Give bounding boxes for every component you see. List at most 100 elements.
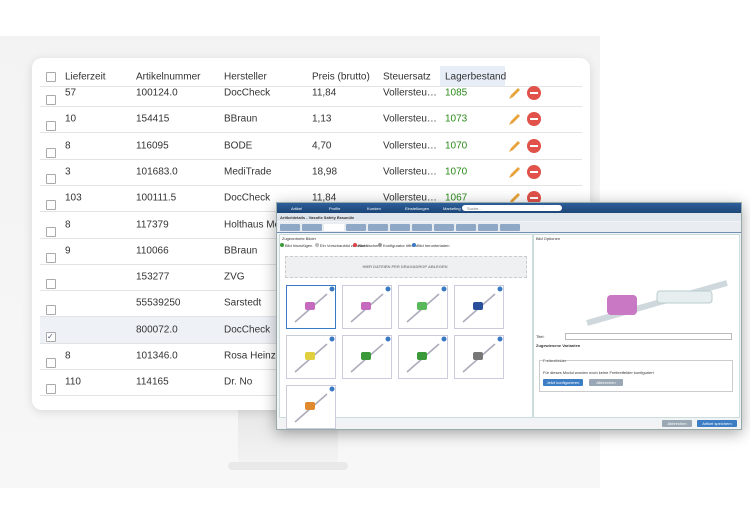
product-image (462, 336, 503, 373)
table-cell: 4,70 (312, 140, 332, 152)
table-cell: 117379 (136, 219, 169, 230)
table-cell: 3 (65, 166, 71, 178)
edit-icon[interactable] (509, 140, 520, 152)
thumbnail[interactable] (342, 335, 392, 379)
edit-icon[interactable] (509, 166, 520, 178)
checkbox[interactable] (46, 95, 56, 105)
edit-icon[interactable] (509, 114, 520, 126)
thumbnail[interactable] (454, 285, 504, 329)
tab[interactable] (302, 224, 322, 231)
table-cell: DocCheck (224, 192, 271, 204)
column-header[interactable]: Steuersatz (383, 71, 431, 83)
row-actions[interactable] (506, 85, 546, 101)
thumbnail[interactable] (342, 285, 392, 329)
column-header[interactable]: Artikelnummer (136, 71, 201, 83)
column-header[interactable]: Preis (brutto) (312, 71, 370, 83)
badge (441, 336, 447, 342)
tab[interactable] (390, 224, 410, 231)
table-cell: 11,84 (312, 192, 337, 204)
note: Für dieses Modul wurden noch keine Freit… (543, 370, 654, 375)
cancel-button[interactable]: Abbrechen (662, 420, 692, 427)
search-field[interactable] (462, 205, 562, 211)
configure-button[interactable]: Jetzt konfigurieren (543, 379, 583, 386)
column-header[interactable]: Hersteller (224, 71, 267, 83)
checkbox[interactable] (46, 121, 56, 132)
table-cell: BBraun (224, 245, 258, 257)
action-icon[interactable] (315, 243, 319, 247)
tab[interactable] (434, 224, 454, 231)
edit-icon[interactable] (509, 88, 520, 99)
checkbox[interactable] (46, 147, 56, 158)
table-cell: ZVG (224, 271, 245, 283)
action-link[interactable]: Bild hinzufügen (285, 243, 313, 248)
tab[interactable] (412, 224, 432, 231)
action-icon[interactable] (353, 243, 357, 247)
checkbox[interactable] (46, 72, 56, 82)
checkbox[interactable] (46, 173, 56, 184)
thumbnail[interactable] (398, 285, 448, 329)
hub (417, 352, 427, 360)
column-header[interactable]: Lagerbestand (445, 71, 507, 83)
dropzone[interactable] (285, 256, 527, 278)
checkbox[interactable] (46, 200, 56, 211)
checkbox[interactable] (46, 384, 56, 395)
panel-title: Bild Optionen (536, 236, 561, 241)
row-line (40, 184, 582, 186)
edit-icon[interactable] (509, 193, 520, 205)
checkbox[interactable] (46, 279, 56, 290)
row-line (40, 158, 582, 160)
row-actions[interactable] (506, 164, 546, 180)
product-image (350, 286, 391, 323)
menu-item[interactable]: Profile (329, 206, 341, 211)
action-icon[interactable] (378, 243, 382, 247)
hub (305, 402, 315, 410)
thumbnail[interactable] (398, 335, 448, 379)
hub (417, 302, 427, 310)
monitor-foot (228, 462, 348, 470)
tab[interactable] (346, 224, 366, 231)
search-placeholder: Suche... (467, 205, 482, 211)
menu-item[interactable]: Einstellungen (405, 206, 430, 211)
checkbox[interactable] (46, 226, 56, 237)
thumbnail[interactable] (286, 285, 336, 329)
badge (441, 286, 447, 292)
article-window: Suche... Artikeldetails - Vasofix Safety… (276, 202, 742, 430)
save-button[interactable]: Artikel speichern (697, 420, 737, 427)
checkbox[interactable] (46, 252, 56, 263)
checkbox[interactable] (46, 305, 56, 316)
row-actions[interactable] (506, 190, 546, 206)
table-cell: 8 (65, 140, 71, 152)
column-header[interactable]: Lieferzeit (65, 71, 106, 83)
action-link[interactable]: Bild herunterladen (417, 243, 450, 248)
minus (530, 170, 538, 173)
thumbnail[interactable] (454, 335, 504, 379)
title-input[interactable] (565, 333, 732, 340)
menu-item[interactable]: Artikel (291, 206, 303, 211)
row-line (40, 106, 582, 107)
row-actions[interactable] (506, 111, 546, 127)
tab[interactable] (280, 224, 300, 231)
fieldset-title: Freitextfelder (543, 358, 567, 363)
row-actions[interactable] (506, 138, 546, 154)
thumbnail[interactable] (286, 385, 336, 429)
menu-item[interactable]: Marketing (443, 206, 461, 211)
table-cell: Vollersteu… (383, 166, 437, 178)
checkbox[interactable]: ✓ (46, 331, 56, 342)
tab[interactable] (368, 224, 388, 231)
tab[interactable] (500, 224, 520, 231)
checkbox[interactable] (46, 358, 56, 368)
badge (497, 336, 503, 342)
table-cell: 55539250 (136, 297, 181, 309)
tab[interactable] (324, 224, 344, 231)
tab[interactable] (456, 224, 476, 231)
tab[interactable] (478, 224, 498, 231)
action-icon[interactable] (412, 243, 416, 247)
action-link[interactable]: Konfigurator öffnen (383, 243, 417, 248)
action-link[interactable]: Bild löschen (358, 243, 380, 248)
cancel-button[interactable]: Abbrechen (589, 379, 623, 386)
menu-item[interactable]: Kunden (367, 206, 381, 211)
body (656, 290, 713, 304)
action-icon[interactable] (280, 243, 284, 247)
thumbnail[interactable] (286, 335, 336, 379)
action-link[interactable]: Ein Vorschaubild zuweisen (320, 243, 368, 248)
